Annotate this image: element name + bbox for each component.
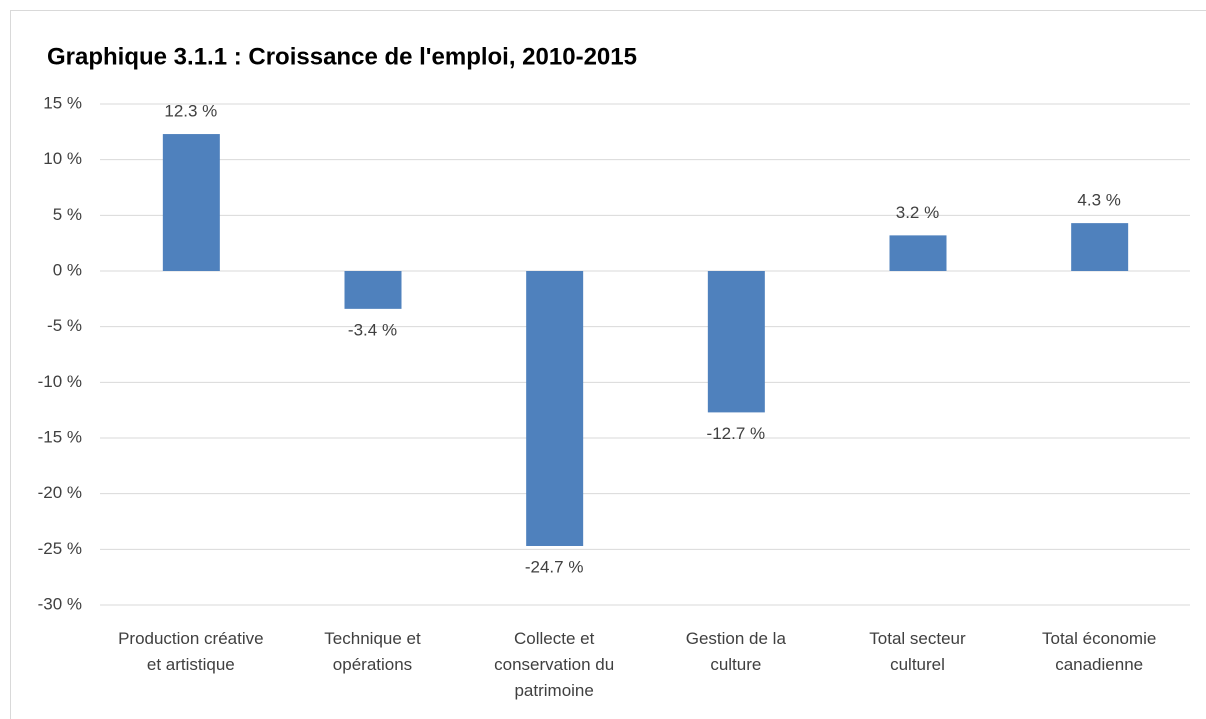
x-tick-label: Total économie canadienne <box>1041 629 1157 674</box>
chart-frame <box>10 10 1206 719</box>
data-label: -3.4 % <box>348 320 397 339</box>
chart-title: Graphique 3.1.1 : Croissance de l'emploi… <box>47 43 637 70</box>
data-label: -24.7 % <box>525 557 584 576</box>
bar <box>162 134 220 271</box>
data-label: 3.2 % <box>896 203 939 222</box>
x-tick-label: Technique et opérations <box>324 629 421 674</box>
x-tick-label: Collecte et conservation du patrimoine <box>494 629 615 700</box>
data-label: 12.3 % <box>164 102 217 121</box>
x-tick-label: Gestion de la culture <box>685 629 786 674</box>
bar <box>1071 223 1129 271</box>
bar <box>889 235 947 271</box>
data-label: -12.7 % <box>707 424 766 443</box>
bar <box>344 271 402 309</box>
y-tick-label: -25 % <box>38 539 82 558</box>
y-tick-label: -15 % <box>38 427 82 446</box>
bar <box>707 271 765 413</box>
y-tick-label: -20 % <box>38 483 82 502</box>
x-tick-label: Total secteur culturel <box>869 629 966 674</box>
y-tick-label: 5 % <box>53 205 82 224</box>
data-label: 4.3 % <box>1077 191 1120 210</box>
x-tick-label: Production créative et artistique <box>118 629 264 674</box>
y-tick-label: -10 % <box>38 372 82 391</box>
y-tick-label: 10 % <box>43 149 82 168</box>
y-tick-label: 0 % <box>53 260 82 279</box>
y-tick-label: 15 % <box>43 93 82 112</box>
bar <box>526 271 584 546</box>
y-tick-label: -5 % <box>47 316 82 335</box>
y-tick-label: -30 % <box>38 594 82 613</box>
